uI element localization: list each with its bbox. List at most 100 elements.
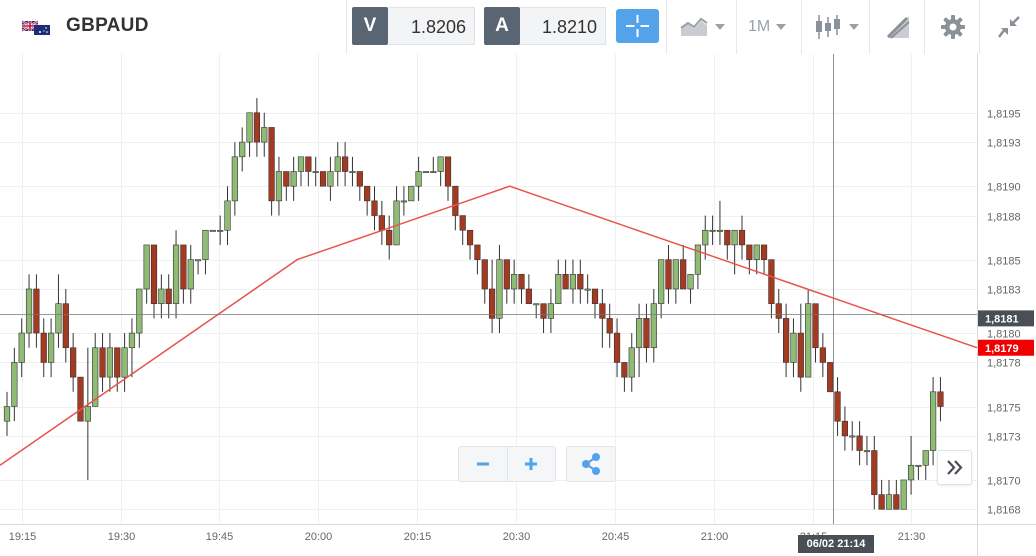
bullish-candle [547, 303, 554, 319]
instrument-symbol: GBPAUD [66, 15, 149, 36]
bearish-candle [775, 303, 782, 319]
bullish-candle [805, 303, 812, 378]
bullish-candle [584, 288, 591, 291]
bearish-candle [40, 332, 47, 363]
zoom-out-icon[interactable] [459, 447, 507, 481]
bullish-candle [922, 450, 929, 466]
bearish-candle [459, 215, 466, 231]
bearish-candle [503, 259, 510, 290]
bullish-candle [900, 479, 907, 510]
bearish-candle [819, 347, 826, 363]
zoom-controls [458, 446, 556, 482]
scroll-to-latest-button[interactable] [937, 450, 972, 485]
chart-type-button[interactable] [667, 0, 736, 54]
y-tick-label: 1,8175 [987, 403, 1021, 415]
bearish-candle [488, 288, 496, 319]
sell-price[interactable]: 1.8206 [388, 7, 475, 45]
bullish-candle [393, 200, 400, 246]
zoom-divider [507, 447, 508, 481]
toolbar-divider [736, 0, 737, 54]
bullish-candle [511, 274, 518, 290]
toolbar-divider [666, 0, 667, 54]
moving-average-tag-text: 1,8179 [985, 343, 1019, 355]
toolbar-divider [346, 0, 347, 54]
bullish-candle [753, 244, 760, 260]
bearish-candle [812, 303, 819, 349]
bullish-candle [863, 450, 871, 453]
bearish-candle [893, 494, 900, 510]
bearish-candle [599, 303, 606, 319]
x-tick-label: 21:30 [898, 531, 926, 543]
collapse-icon [998, 16, 1020, 38]
uk-australia-flag-icon [22, 20, 50, 35]
bearish-candle [62, 303, 69, 349]
bullish-candle [496, 259, 503, 319]
bearish-candle [386, 229, 393, 246]
bullish-candle [334, 156, 341, 172]
bullish-candle [415, 171, 422, 187]
buy-price[interactable]: 1.8210 [520, 7, 606, 45]
y-tick-label: 1,8193 [987, 138, 1021, 150]
share-button[interactable] [566, 446, 616, 482]
bearish-candle [33, 288, 40, 334]
bearish-candle [621, 362, 628, 378]
bullish-candle [716, 229, 724, 232]
bearish-candle [680, 259, 687, 290]
bearish-candle [150, 244, 158, 304]
bullish-candle [790, 332, 797, 363]
bearish-candle [577, 274, 584, 290]
buy-label[interactable]: A [484, 7, 520, 45]
candle-style-button[interactable] [802, 0, 869, 54]
y-tick-label: 1,8188 [987, 212, 1021, 224]
bullish-candle [849, 435, 856, 438]
bearish-candle [871, 450, 878, 495]
bullish-candle [635, 318, 643, 349]
bullish-candle [327, 171, 334, 187]
zoom-in-icon[interactable] [508, 447, 555, 481]
share-icon [582, 453, 600, 475]
bullish-candle [422, 171, 430, 174]
y-tick-label: 1,8173 [987, 432, 1021, 444]
bullish-candle [672, 259, 679, 290]
drawing-tools-button[interactable] [870, 0, 924, 54]
timeframe-dropdown[interactable]: 1M [737, 0, 801, 54]
bearish-candle [466, 229, 474, 246]
crosshair-price-tag [978, 310, 1034, 327]
bullish-candle [261, 127, 268, 143]
x-tick-label: 21:00 [701, 531, 729, 543]
bullish-candle [907, 464, 915, 481]
y-tick-label: 1,8168 [987, 505, 1021, 517]
bullish-candle [231, 156, 238, 202]
bullish-candle [400, 200, 408, 203]
bearish-candle [341, 156, 349, 172]
candlestick-icon [816, 15, 840, 39]
bearish-candle [768, 259, 775, 304]
collapse-button[interactable] [980, 0, 1036, 54]
bearish-candle [474, 244, 481, 260]
bullish-candle [143, 244, 150, 290]
toolbar-divider [869, 0, 870, 54]
bullish-candle [650, 303, 657, 349]
toolbar: GBPAUD V 1.8206 A 1.8210 1M [0, 0, 1036, 55]
moving-average-tag [978, 339, 1034, 356]
crosshair-button[interactable] [616, 9, 659, 43]
crosshair-icon [626, 15, 649, 37]
bearish-candle [724, 229, 731, 246]
bullish-candle [349, 171, 356, 174]
bullish-candle [209, 229, 216, 232]
chart-type-icon [680, 17, 708, 36]
drawing-tools-icon [886, 16, 910, 39]
x-tick-label: 19:30 [108, 531, 136, 543]
bullish-candle [3, 406, 11, 422]
bearish-candle [356, 171, 363, 187]
bullish-candle [106, 347, 113, 378]
bullish-candle [569, 274, 577, 290]
bearish-candle [760, 244, 768, 260]
settings-button[interactable] [925, 0, 979, 54]
bearish-candle [878, 494, 885, 510]
bullish-candle [731, 229, 738, 246]
gear-icon [941, 15, 965, 39]
sell-label[interactable]: V [352, 7, 388, 45]
bullish-candle [136, 288, 143, 334]
bullish-candle [187, 259, 194, 290]
